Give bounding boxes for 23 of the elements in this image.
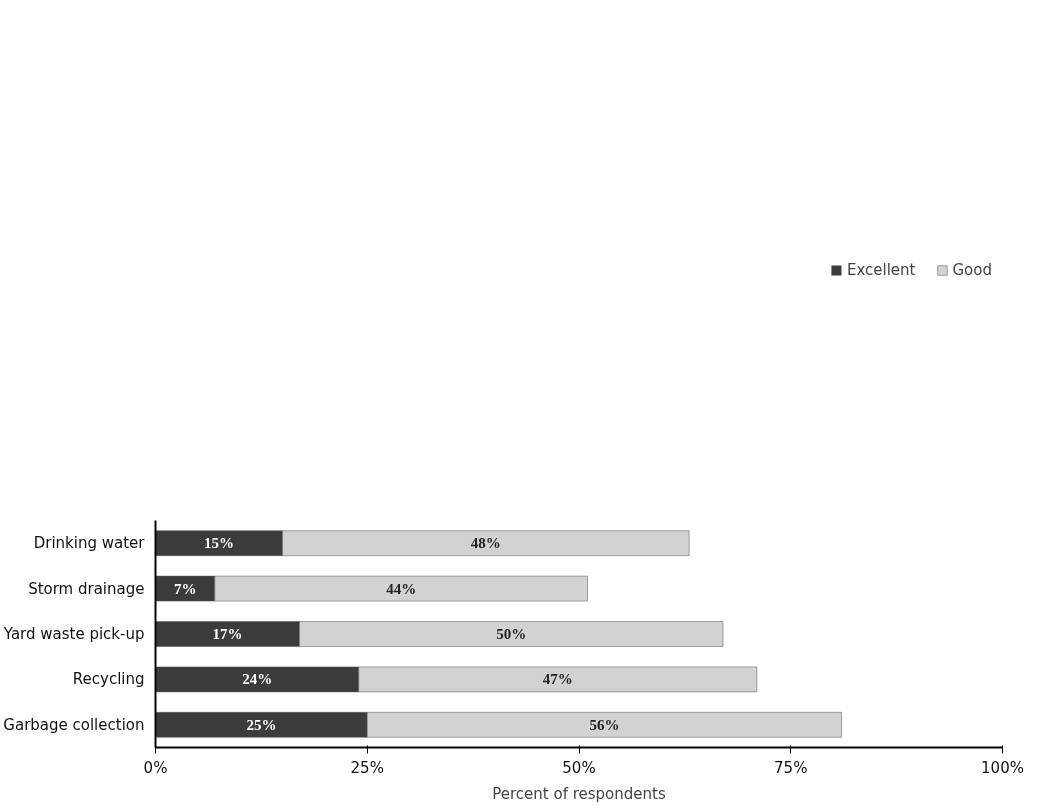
y-tick-label: Yard waste pick-up	[2, 625, 145, 643]
y-tick-label: Garbage collection	[3, 715, 145, 734]
data-label: 47%	[542, 671, 573, 688]
data-label: 25%	[246, 716, 277, 733]
data-label: 7%	[173, 580, 197, 597]
legend-label: Excellent	[846, 261, 916, 279]
x-tick-label: 25%	[350, 758, 384, 777]
data-label: 24%	[242, 671, 273, 688]
x-tick-label: 75%	[774, 758, 808, 777]
x-tick-label: 0%	[143, 758, 168, 777]
data-label: 56%	[589, 716, 620, 733]
y-tick-label: Drinking water	[33, 534, 146, 553]
data-label: 44%	[386, 580, 417, 597]
data-label: 48%	[470, 535, 501, 552]
y-tick-label: Storm drainage	[28, 579, 145, 598]
x-axis-title: Percent of respondents	[492, 784, 666, 803]
y-tick-label: Recycling	[72, 670, 145, 689]
data-label: 17%	[212, 626, 243, 642]
x-tick-label: 50%	[562, 758, 596, 777]
data-label: 15%	[204, 535, 235, 552]
data-label: 50%	[496, 626, 527, 642]
legend-label: Good	[952, 261, 992, 279]
x-tick-label: 100%	[981, 758, 1024, 777]
